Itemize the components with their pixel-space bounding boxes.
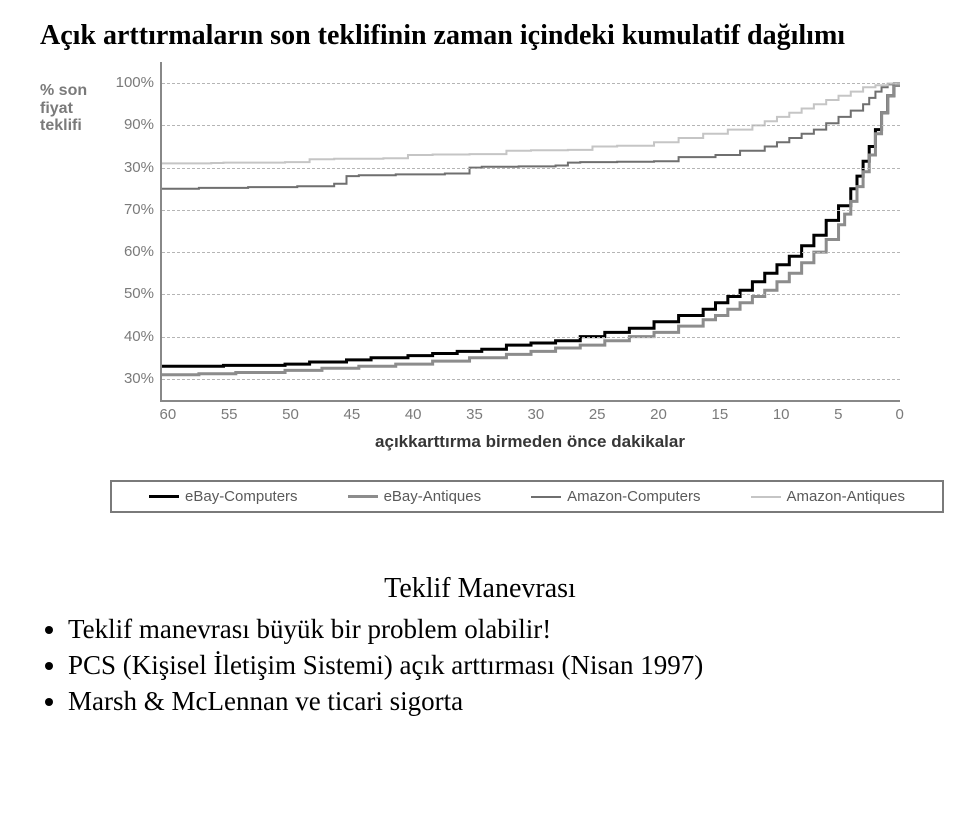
gridline: [162, 294, 900, 295]
yaxis-tick-label: 40%: [124, 329, 154, 344]
legend-label: Amazon-Antiques: [787, 488, 905, 505]
chart-lines: [162, 62, 900, 400]
section-heading: Teklif Manevrası: [40, 573, 920, 605]
xaxis-tick-label: 15: [712, 406, 713, 423]
list-item: Marsh & McLennan ve ticari sigorta: [68, 685, 920, 719]
yaxis-tick-label: 100%: [116, 75, 154, 90]
legend-label: eBay-Computers: [185, 488, 298, 505]
xaxis-tick-label: 25: [589, 406, 590, 423]
yaxis-label-line: % son: [40, 82, 100, 100]
legend-label: eBay-Antiques: [384, 488, 482, 505]
yaxis-label-line: teklifi: [40, 117, 100, 135]
list-item: PCS (Kişisel İletişim Sistemi) açık artt…: [68, 649, 920, 683]
yaxis-tick-label: 30%: [124, 371, 154, 386]
legend-label: Amazon-Computers: [567, 488, 700, 505]
chart-container: % son fiyat teklifi 100% 90% 30% 70% 60% 50% 4…: [40, 62, 920, 513]
page-title: Açık arttırmaların son teklifinin zaman …: [40, 20, 920, 52]
legend-swatch: [348, 495, 378, 498]
gridline: [162, 210, 900, 211]
series-line: [162, 83, 900, 163]
series-line: [162, 83, 900, 189]
xaxis-tick-label: 45: [344, 406, 345, 423]
bullet-list: Teklif manevrası büyük bir problem olabi…: [40, 613, 920, 718]
legend-item: eBay-Antiques: [348, 488, 482, 505]
yaxis-tick-label: 50%: [124, 286, 154, 301]
xaxis-tick-label: 5: [834, 406, 835, 423]
legend-swatch: [149, 495, 179, 498]
legend: eBay-Computers eBay-Antiques Amazon-Comput…: [110, 480, 944, 513]
gridline: [162, 125, 900, 126]
xaxis-tick-label: 0: [896, 406, 897, 423]
legend-item: eBay-Computers: [149, 488, 298, 505]
yaxis-label-line: fiyat: [40, 100, 100, 118]
yaxis-ticks: 100% 90% 30% 70% 60% 50% 40% 30%: [110, 62, 160, 402]
xaxis-label: açıkkarttırma birmeden önce dakikalar: [160, 432, 900, 452]
xaxis-tick-label: 60: [160, 406, 161, 423]
gridline: [162, 83, 900, 84]
series-line: [162, 83, 900, 375]
xaxis-tick-label: 55: [221, 406, 222, 423]
list-item: Teklif manevrası büyük bir problem olabi…: [68, 613, 920, 647]
legend-item: Amazon-Antiques: [751, 488, 905, 505]
yaxis-tick-label: 70%: [124, 202, 154, 217]
xaxis-tick-label: 20: [650, 406, 651, 423]
plot-area: [160, 62, 900, 402]
gridline: [162, 379, 900, 380]
yaxis-label: % son fiyat teklifi: [40, 82, 100, 135]
legend-item: Amazon-Computers: [531, 488, 700, 505]
text-section: Teklif Manevrası Teklif manevrası büyük …: [40, 573, 920, 718]
xaxis-tick-label: 40: [405, 406, 406, 423]
gridline: [162, 252, 900, 253]
gridline: [162, 337, 900, 338]
gridline: [162, 168, 900, 169]
xaxis-tick-label: 50: [282, 406, 283, 423]
xaxis-tick-label: 30: [528, 406, 529, 423]
xaxis-ticks: 605550454035302520151050: [160, 402, 900, 426]
legend-swatch: [531, 496, 561, 498]
xaxis-tick-label: 35: [466, 406, 467, 423]
yaxis-tick-label: 60%: [124, 244, 154, 259]
yaxis-tick-label: 90%: [124, 117, 154, 132]
legend-swatch: [751, 496, 781, 498]
yaxis-tick-label: 30%: [124, 160, 154, 175]
xaxis-tick-label: 10: [773, 406, 774, 423]
